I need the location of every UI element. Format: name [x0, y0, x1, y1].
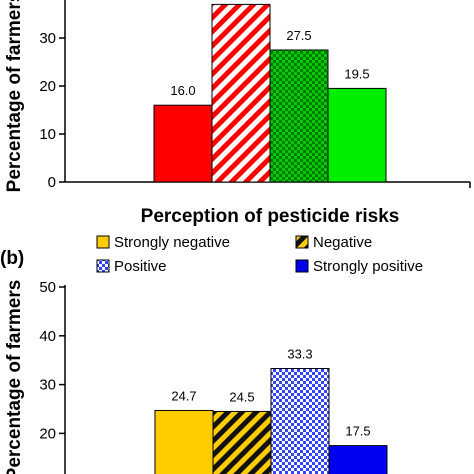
panel-b-bar	[154, 409, 214, 474]
legend-label: Strongly positive	[313, 258, 423, 275]
legend-label: Negative	[313, 234, 372, 251]
panel-b-y-tick-label: 40	[39, 328, 56, 345]
panel-b-bar	[212, 410, 272, 474]
panel-a-bar	[269, 49, 329, 183]
panel-b-data-label: 17.5	[345, 424, 370, 439]
legend-swatch	[295, 235, 309, 249]
panel-b-legend: Strongly negative Negative Positive Strongl…	[96, 234, 423, 275]
panel-b-bar	[270, 367, 330, 474]
panel-a-y-axis-label: Percentage of farmers	[4, 0, 25, 192]
panel-a-data-label: 16.0	[170, 83, 195, 98]
panel-a-bar	[153, 104, 213, 183]
panel-b-y-tick-label: 30	[39, 377, 56, 394]
panel-a-y-tick-label: 10	[39, 126, 56, 143]
legend-label: Strongly negative	[114, 234, 230, 251]
panel-b-y-axis-label: Percentage of farmers	[4, 280, 25, 474]
legend-swatch	[295, 259, 309, 273]
panel-a-chart: Percentage of farmers Perception of pest…	[4, 0, 471, 227]
panel-b-tag: (b)	[0, 248, 24, 269]
legend-swatch	[96, 259, 110, 273]
legend-swatch	[96, 235, 110, 249]
panel-b-y-tick-label: 20	[39, 425, 56, 442]
panel-a-bar	[211, 3, 271, 183]
panel-a-y-tick-label: 0	[48, 174, 56, 191]
panel-a-data-label: 27.5	[286, 28, 311, 43]
panel-b-data-label: 33.3	[287, 346, 312, 361]
panel-b-bar	[328, 445, 388, 474]
panel-b-y-tick-label: 50	[39, 279, 56, 296]
panel-a-y-tick-label: 20	[39, 78, 56, 95]
legend-label: Positive	[114, 258, 167, 275]
panel-a-y-tick-label: 30	[39, 30, 56, 47]
panel-a-bar	[327, 87, 387, 183]
panel-b-data-label: 24.7	[171, 388, 196, 403]
panel-b-data-label: 24.5	[229, 389, 254, 404]
panel-a-x-axis-label: Perception of pesticide risks	[141, 206, 400, 227]
panel-a-data-label: 19.5	[344, 66, 369, 81]
